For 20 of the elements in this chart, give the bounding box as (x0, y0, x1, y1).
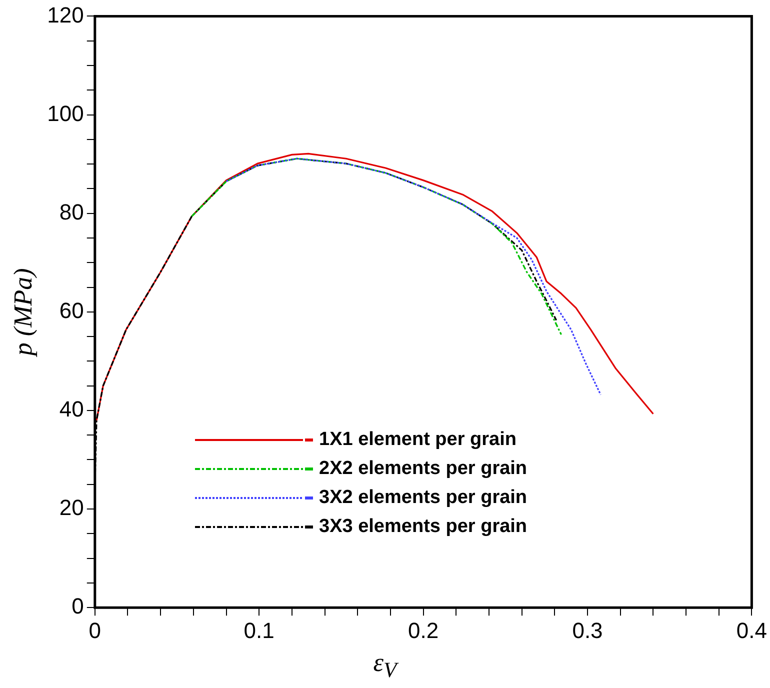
x-tick-label: 0.3 (572, 618, 603, 643)
y-tick-label: 20 (59, 495, 84, 520)
y-tick-label: 80 (59, 199, 84, 224)
y-tick-label: 60 (59, 298, 84, 323)
x-tick-label: 0.1 (244, 618, 274, 643)
legend-label: 2X2 elements per grain (319, 458, 528, 480)
y-tick-label: 0 (72, 594, 84, 619)
x-tick-label: 0 (88, 618, 102, 643)
line-series (190, 158, 562, 336)
y-tick-label: 120 (47, 2, 84, 28)
legend-label: 3X2 elements per grain (319, 487, 528, 508)
legend-label: 3X3 elements per grain (319, 516, 528, 538)
y-axis-title: p (MPa) (8, 268, 38, 358)
x-tick-label: 0.2 (408, 618, 439, 643)
line-series (225, 158, 602, 396)
x-axis-title: ε$_{V}$ (372, 648, 400, 684)
y-tick-label: 100 (47, 100, 84, 126)
x-tick-label: 0.4 (736, 618, 768, 643)
y-tick-label: 40 (59, 396, 84, 422)
legend-label: 1X1 element per grain (319, 429, 516, 450)
